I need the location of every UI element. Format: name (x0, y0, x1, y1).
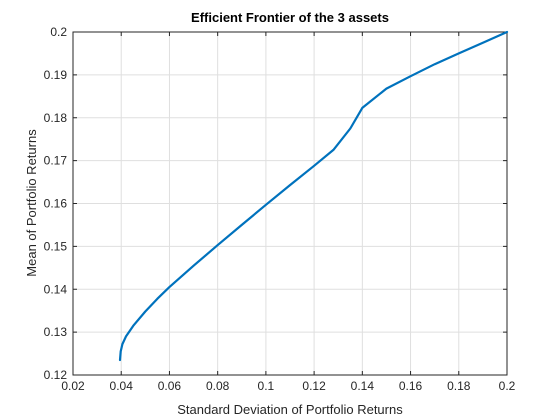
y-tick-label: 0.14 (44, 282, 68, 296)
x-tick-label: 0.14 (351, 379, 375, 393)
y-tick-label: 0.17 (44, 154, 68, 168)
y-tick-label: 0.2 (50, 25, 67, 39)
y-tick-label: 0.12 (44, 368, 68, 382)
x-tick-label: 0.08 (206, 379, 230, 393)
x-tick-label: 0.16 (399, 379, 423, 393)
x-tick-label: 0.04 (110, 379, 134, 393)
x-tick-label: 0.1 (258, 379, 275, 393)
x-tick-label: 0.06 (158, 379, 182, 393)
x-tick-label: 0.12 (302, 379, 326, 393)
x-tick-label: 0.2 (499, 379, 516, 393)
x-tick-label: 0.18 (447, 379, 471, 393)
y-axis-label: Mean of Portfolio Returns (24, 129, 39, 277)
y-tick-label: 0.18 (44, 111, 68, 125)
series-layer (118, 30, 509, 362)
x-axis-label: Standard Deviation of Portfolio Returns (177, 402, 403, 417)
efficient-frontier-line-0 (118, 30, 509, 362)
y-tick-label: 0.13 (44, 325, 68, 339)
chart-title: Efficient Frontier of the 3 assets (191, 10, 389, 25)
y-tick-label: 0.15 (44, 239, 68, 253)
y-tick-label: 0.16 (44, 197, 68, 211)
ticks: 0.02 0.04 0.06 0.08 0.1 0.12 0.14 0.16 0.18 0.2 0.… (44, 25, 516, 393)
x-tick-label: 0.02 (61, 379, 85, 393)
y-tick-label: 0.19 (44, 68, 68, 82)
